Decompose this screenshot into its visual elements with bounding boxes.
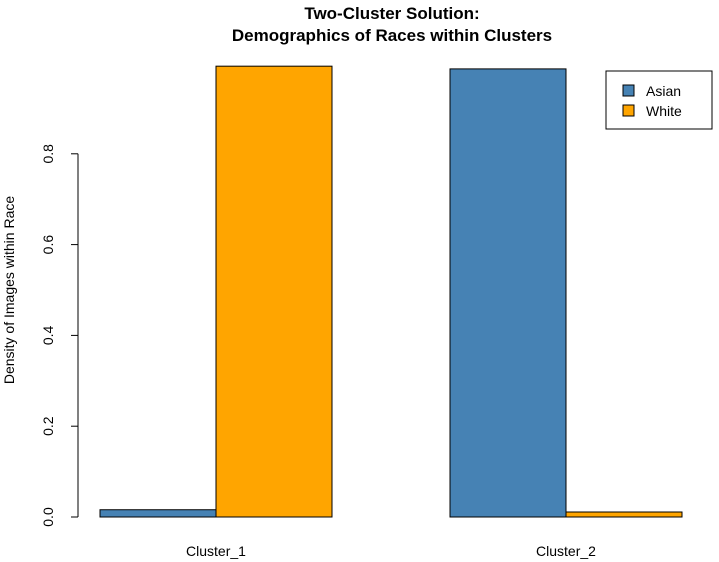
bars-group	[99, 65, 683, 518]
y-tick-label: 0.4	[40, 325, 56, 345]
y-tick-label: 0.0	[40, 507, 56, 527]
legend-swatch	[622, 104, 635, 117]
chart-title: Two-Cluster Solution:	[304, 4, 479, 23]
y-tick-label: 0.8	[40, 144, 56, 164]
x-axis-labels: Cluster_1 Cluster_2	[186, 543, 596, 559]
bar-cluster_1-asian	[99, 509, 217, 518]
chart-subtitle: Demographics of Races within Clusters	[232, 26, 552, 45]
y-tick-label: 0.6	[40, 235, 56, 255]
legend-box	[605, 70, 713, 130]
legend-swatch	[622, 84, 635, 97]
y-tick-label: 0.2	[40, 416, 56, 436]
legend-label: White	[646, 103, 682, 119]
legend: Asian White	[605, 70, 713, 130]
legend-label: Asian	[646, 83, 681, 99]
x-tick-label: Cluster_1	[186, 543, 246, 559]
x-tick-label: Cluster_2	[536, 543, 596, 559]
bar-cluster_1-white	[215, 65, 333, 518]
bar-cluster_2-asian	[449, 68, 567, 518]
y-axis: 0.0 0.2 0.4 0.6 0.8	[40, 144, 79, 527]
y-axis-label: Density of Images within Race	[1, 196, 17, 385]
bar-cluster_2-white	[565, 511, 683, 518]
